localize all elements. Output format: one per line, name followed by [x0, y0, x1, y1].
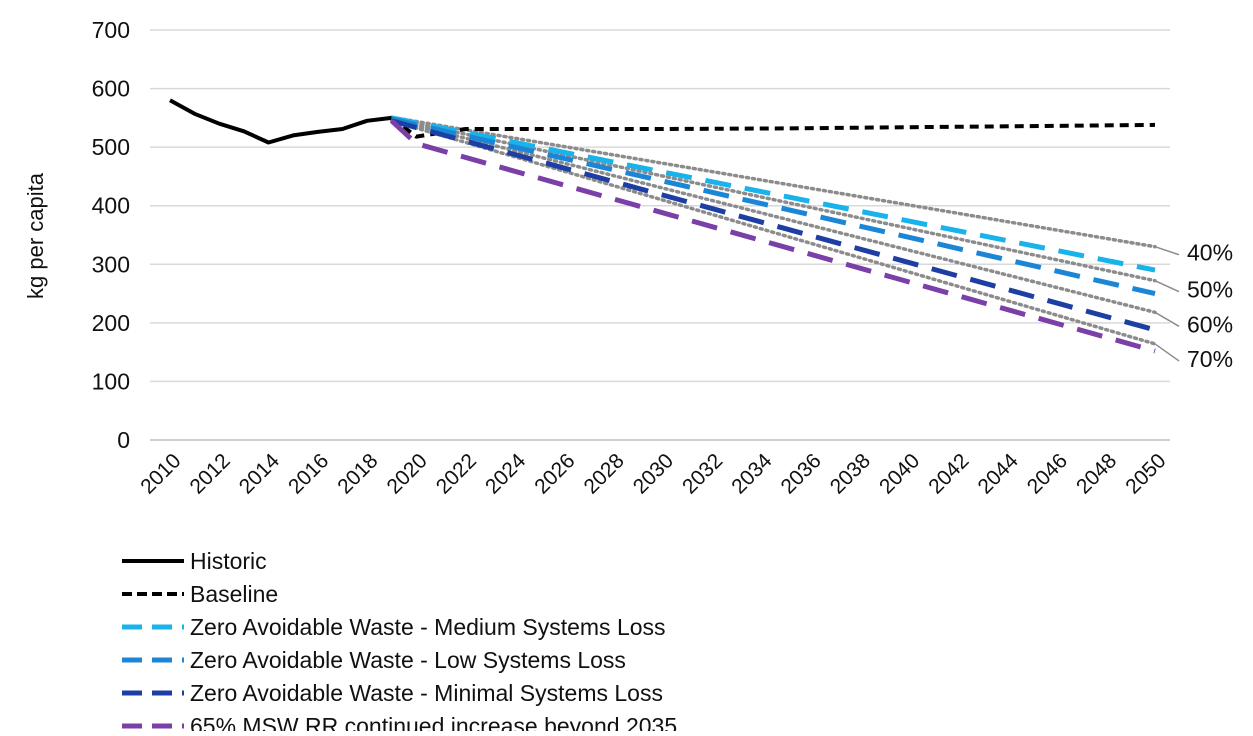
reference-end-label: 40%: [1187, 240, 1233, 266]
reference-leader-line: [1154, 280, 1180, 293]
series-line: [390, 118, 1156, 333]
x-tick-label: 2030: [629, 449, 678, 498]
x-tick-label: 2014: [235, 449, 285, 499]
x-tick-label: 2022: [432, 449, 481, 498]
reference-leader-line: [1154, 311, 1180, 327]
series-line: [391, 115, 1156, 273]
reference-line: [389, 119, 1157, 346]
series-lines: [169, 98, 1156, 354]
reference-line: [389, 116, 1157, 283]
series-line: [390, 116, 1156, 139]
x-tick-label: 2050: [1121, 449, 1170, 498]
x-tick-label: 2040: [875, 449, 924, 498]
y-axis-ticks: 0 100 200 300 400 500 600 700: [92, 17, 130, 453]
x-tick-label: 2046: [1023, 449, 1072, 498]
series-line: [389, 118, 1156, 354]
legend-label: Zero Avoidable Waste - Low Systems Loss: [190, 647, 626, 673]
x-tick-label: 2018: [333, 449, 382, 498]
y-tick-label: 0: [117, 427, 130, 453]
gridlines: [150, 29, 1170, 383]
y-tick-label: 300: [92, 251, 130, 277]
x-tick-label: 2024: [481, 449, 531, 499]
x-tick-label: 2038: [826, 449, 875, 498]
reference-leader-line: [1154, 343, 1180, 362]
x-tick-label: 2012: [185, 449, 234, 498]
x-tick-label: 2020: [382, 449, 431, 498]
y-axis-label: kg per capita: [23, 172, 48, 299]
reference-lines: [389, 115, 1157, 346]
y-tick-label: 500: [92, 134, 130, 160]
x-axis-ticks: 2010 2012 2014 2016 2018 2020 2022 2024 2026 2028…: [136, 449, 1170, 499]
reference-line: [389, 117, 1157, 315]
legend: Historic Baseline Zero Avoidable Waste - M…: [122, 548, 677, 736]
reference-leader-line: [1154, 246, 1180, 256]
x-tick-label: 2028: [579, 449, 628, 498]
legend-label: Zero Avoidable Waste - Medium Systems Lo…: [190, 614, 666, 640]
series-line: [169, 98, 392, 145]
x-tick-label: 2044: [973, 449, 1023, 499]
legend-label: 65% MSW RR continued increase beyond 203…: [190, 713, 677, 731]
reference-line: [389, 115, 1157, 249]
legend-label: Baseline: [190, 581, 278, 607]
x-tick-label: 2048: [1072, 449, 1121, 498]
reference-end-label: 60%: [1187, 311, 1233, 337]
x-tick-label: 2036: [776, 449, 825, 498]
reference-end-label: 70%: [1187, 346, 1233, 372]
x-tick-label: 2010: [136, 449, 185, 498]
series-line: [391, 116, 1156, 297]
x-tick-label: 2032: [678, 449, 727, 498]
x-tick-label: 2016: [284, 449, 333, 498]
x-tick-label: 2034: [727, 449, 777, 499]
x-tick-label: 2026: [530, 449, 579, 498]
y-tick-label: 200: [92, 310, 130, 336]
reference-end-label: 50%: [1187, 277, 1233, 303]
y-tick-label: 600: [92, 76, 130, 102]
x-tick-label: 2042: [924, 449, 973, 498]
y-tick-label: 100: [92, 368, 130, 394]
legend-label: Zero Avoidable Waste - Minimal Systems L…: [190, 680, 663, 706]
legend-label: Historic: [190, 548, 267, 574]
reference-end-labels: 40% 50% 60% 70%: [1154, 240, 1233, 372]
y-tick-label: 700: [92, 17, 130, 43]
y-tick-label: 400: [92, 193, 130, 219]
